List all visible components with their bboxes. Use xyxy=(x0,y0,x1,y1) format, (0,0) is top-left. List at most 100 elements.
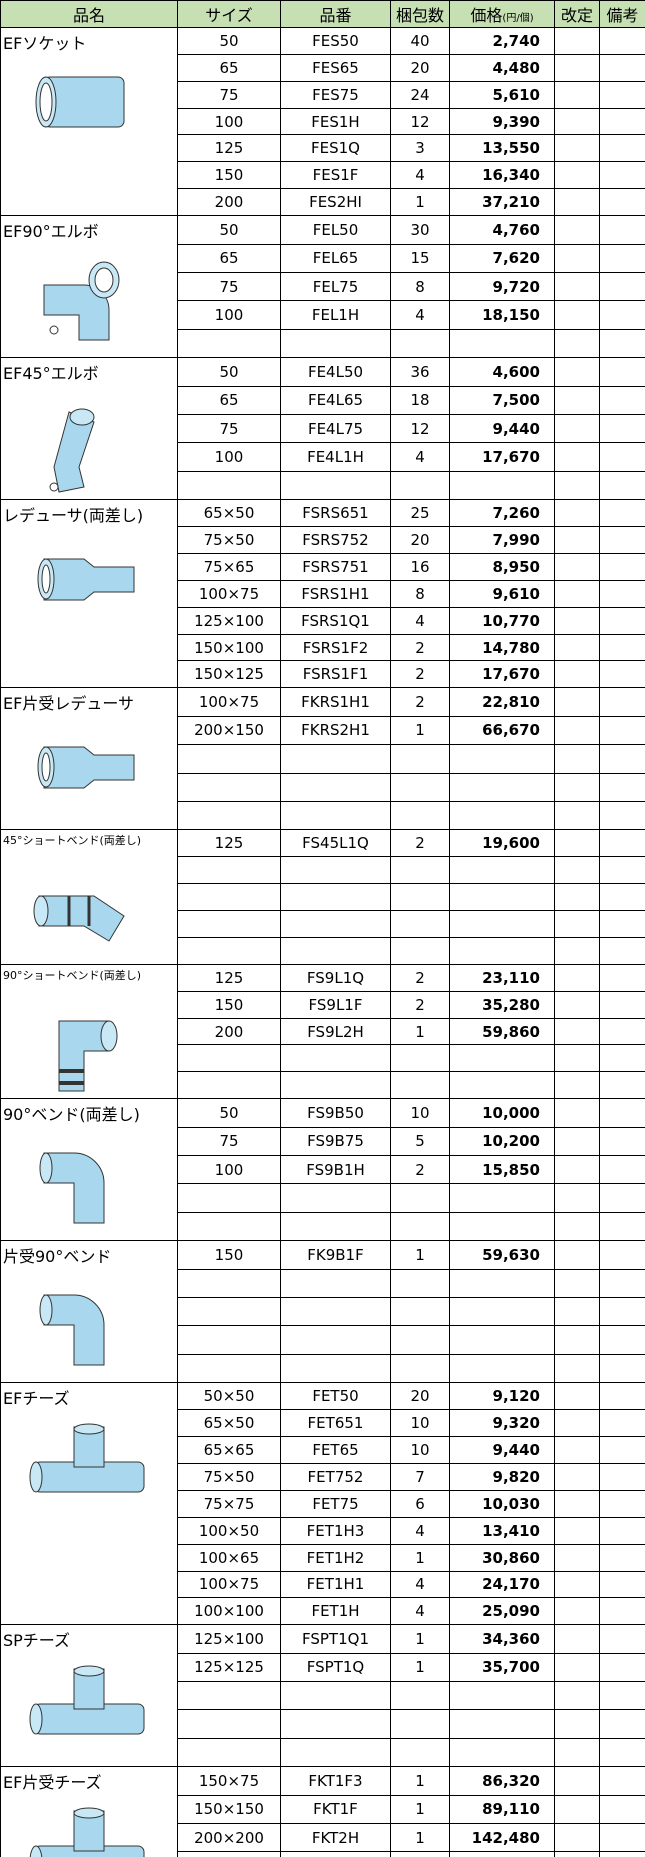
code-cell: FET752 xyxy=(280,1462,391,1491)
note-cell xyxy=(599,300,645,330)
price-cell: 24,170 xyxy=(449,1570,555,1599)
price-cell: 7,260 xyxy=(449,499,555,528)
table-row: 75×50 FET752 7 9,820 xyxy=(1,1462,645,1491)
empty-cell xyxy=(449,1737,555,1768)
empty-cell xyxy=(449,936,555,965)
qty-cell: 1 xyxy=(390,1794,450,1825)
empty-cell xyxy=(177,1353,281,1384)
product-name: レデューサ(両差し) xyxy=(3,506,144,526)
price-cell: 2,740 xyxy=(449,26,555,55)
size-cell: 100 xyxy=(177,300,281,330)
header-cell: 品名 xyxy=(0,0,178,28)
empty-cell xyxy=(177,744,281,774)
revision-cell xyxy=(554,1436,600,1464)
size-cell: 50×50 xyxy=(177,1382,281,1411)
empty-cell xyxy=(390,1325,450,1355)
qty-cell: 4 xyxy=(390,606,450,635)
table-row: 75×65 FSRS751 16 8,950 xyxy=(1,552,645,581)
empty-cell xyxy=(177,1211,281,1242)
price-cell: 5,610 xyxy=(449,80,555,109)
revision-cell xyxy=(554,1240,600,1270)
revision-cell xyxy=(554,1211,600,1242)
empty-cell xyxy=(390,1681,450,1711)
table-row xyxy=(1,1737,645,1768)
product-name: EFソケット xyxy=(3,33,87,53)
code-cell: FKT2H xyxy=(280,1823,391,1853)
code-cell: FES50 xyxy=(280,26,391,55)
size-cell: 200×150 xyxy=(177,715,281,746)
empty-cell xyxy=(390,1353,450,1384)
revision-cell xyxy=(554,910,600,938)
qty-cell: 6 xyxy=(390,1489,450,1518)
revision-cell xyxy=(554,1382,600,1411)
empty-cell xyxy=(390,800,450,831)
price-cell: 59,860 xyxy=(449,1017,555,1046)
code-cell: FET1H2 xyxy=(280,1543,391,1572)
table-row: レデューサ(両差し) 65×50 FSRS651 25 7,260 xyxy=(0,499,645,689)
empty-cell xyxy=(280,910,391,938)
note-cell xyxy=(599,1183,645,1213)
icon-shape xyxy=(29,1845,43,1857)
empty-cell xyxy=(280,744,391,774)
code-cell: FSRS1H1 xyxy=(280,579,391,608)
empty-cell xyxy=(390,1851,450,1857)
price-cell: 4,600 xyxy=(449,357,555,387)
note-cell xyxy=(599,1766,645,1796)
note-cell xyxy=(599,1268,645,1299)
revision-cell xyxy=(554,215,600,245)
product-name-cell: EF90°エルボ xyxy=(0,215,178,359)
note-cell xyxy=(599,107,645,136)
revision-cell xyxy=(554,1409,600,1438)
qty-cell: 2 xyxy=(390,1155,450,1185)
note-cell xyxy=(599,1353,645,1384)
table-row: 65×65 FET65 10 9,440 xyxy=(1,1436,645,1464)
table-row: 200 FES2HI 1 37,210 xyxy=(1,188,645,217)
price-cell: 4,480 xyxy=(449,53,555,82)
table-row xyxy=(1,1297,645,1327)
note-cell xyxy=(599,385,645,415)
table-row: 65×50 FET651 10 9,320 xyxy=(1,1409,645,1438)
table-row: 150×150 FKT1F 1 89,110 xyxy=(1,1794,645,1825)
revision-cell xyxy=(554,134,600,163)
table-row: EF片受レデューサ 100×75 FKRS1H1 2 22,810 xyxy=(0,687,645,831)
empty-cell xyxy=(177,1071,281,1100)
price-cell: 13,410 xyxy=(449,1516,555,1545)
empty-cell xyxy=(449,328,555,359)
qty-cell: 1 xyxy=(390,1240,450,1270)
qty-cell: 36 xyxy=(390,357,450,387)
code-cell: FSRS1F1 xyxy=(280,660,391,689)
price-cell: 9,440 xyxy=(449,413,555,444)
size-cell: 75 xyxy=(177,413,281,444)
size-cell: 150 xyxy=(177,161,281,190)
table-row: 150 FS9L1F 2 35,280 xyxy=(1,990,645,1019)
icon-shape xyxy=(43,1294,105,1366)
price-cell: 37,210 xyxy=(449,188,555,217)
product-name: 片受90°ベンド xyxy=(3,1247,112,1267)
revision-cell xyxy=(554,1325,600,1355)
revision-cell xyxy=(554,715,600,746)
code-cell: FET1H3 xyxy=(280,1516,391,1545)
qty-cell: 12 xyxy=(390,413,450,444)
price-cell: 14,780 xyxy=(449,633,555,662)
note-cell xyxy=(599,1155,645,1185)
table-row: 100 FES1H 12 9,390 xyxy=(1,107,645,136)
empty-cell xyxy=(449,772,555,802)
size-cell: 150 xyxy=(177,990,281,1019)
note-cell xyxy=(599,1851,645,1857)
product-name-cell: EF片受レデューサ xyxy=(0,687,178,831)
code-cell: FSRS1Q1 xyxy=(280,606,391,635)
size-cell: 100×75 xyxy=(177,579,281,608)
code-cell: FEL75 xyxy=(280,271,391,302)
header-text: 価格 xyxy=(470,5,503,25)
note-cell xyxy=(599,660,645,689)
header-unit: (円/個) xyxy=(502,12,534,24)
size-cell: 125×100 xyxy=(177,606,281,635)
note-cell xyxy=(599,1652,645,1683)
icon-shape xyxy=(39,1294,53,1326)
note-cell xyxy=(599,215,645,245)
table-row xyxy=(1,1044,645,1073)
price-cell: 35,700 xyxy=(449,1652,555,1683)
empty-cell xyxy=(177,470,281,501)
note-cell xyxy=(599,1543,645,1572)
